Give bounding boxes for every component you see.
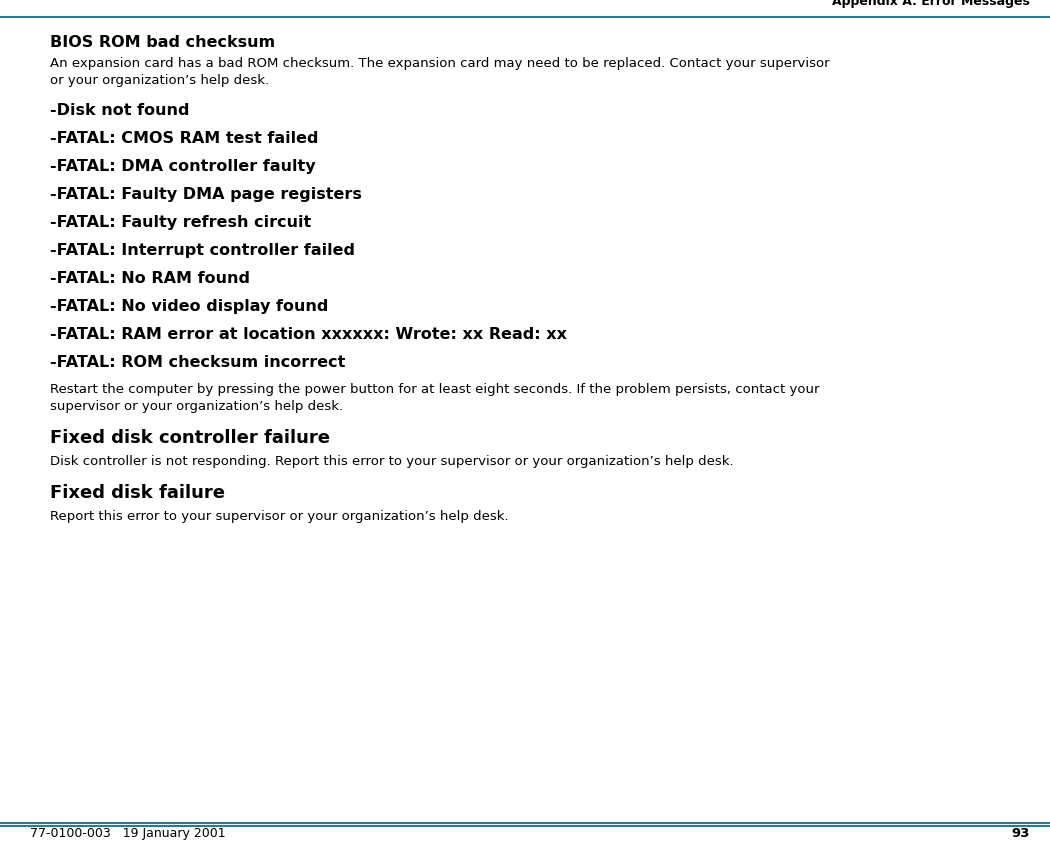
Text: supervisor or your organization’s help desk.: supervisor or your organization’s help d… [50, 400, 343, 413]
Text: 93: 93 [1011, 827, 1030, 840]
Text: BIOS ROM bad checksum: BIOS ROM bad checksum [50, 35, 275, 50]
Text: -FATAL: Faulty refresh circuit: -FATAL: Faulty refresh circuit [50, 215, 311, 230]
Text: -Disk not found: -Disk not found [50, 103, 189, 118]
Text: -FATAL: No RAM found: -FATAL: No RAM found [50, 271, 250, 286]
Text: Fixed disk controller failure: Fixed disk controller failure [50, 429, 330, 447]
Text: or your organization’s help desk.: or your organization’s help desk. [50, 74, 269, 87]
Text: -FATAL: ROM checksum incorrect: -FATAL: ROM checksum incorrect [50, 355, 345, 370]
Text: Report this error to your supervisor or your organization’s help desk.: Report this error to your supervisor or … [50, 510, 508, 523]
Text: Fixed disk failure: Fixed disk failure [50, 484, 225, 502]
Text: -FATAL: RAM error at location xxxxxx: Wrote: xx Read: xx: -FATAL: RAM error at location xxxxxx: Wr… [50, 327, 567, 342]
Text: -FATAL: Faulty DMA page registers: -FATAL: Faulty DMA page registers [50, 187, 362, 202]
Text: -FATAL: Interrupt controller failed: -FATAL: Interrupt controller failed [50, 243, 355, 258]
Text: -FATAL: No video display found: -FATAL: No video display found [50, 299, 329, 314]
Text: Restart the computer by pressing the power button for at least eight seconds. If: Restart the computer by pressing the pow… [50, 383, 819, 396]
Text: 77-0100-003   19 January 2001: 77-0100-003 19 January 2001 [30, 827, 226, 840]
Text: Appendix A. Error Messages: Appendix A. Error Messages [832, 0, 1030, 8]
Text: -FATAL: CMOS RAM test failed: -FATAL: CMOS RAM test failed [50, 131, 318, 146]
Text: An expansion card has a bad ROM checksum. The expansion card may need to be repl: An expansion card has a bad ROM checksum… [50, 57, 830, 70]
Text: Disk controller is not responding. Report this error to your supervisor or your : Disk controller is not responding. Repor… [50, 455, 734, 468]
Text: -FATAL: DMA controller faulty: -FATAL: DMA controller faulty [50, 159, 316, 174]
